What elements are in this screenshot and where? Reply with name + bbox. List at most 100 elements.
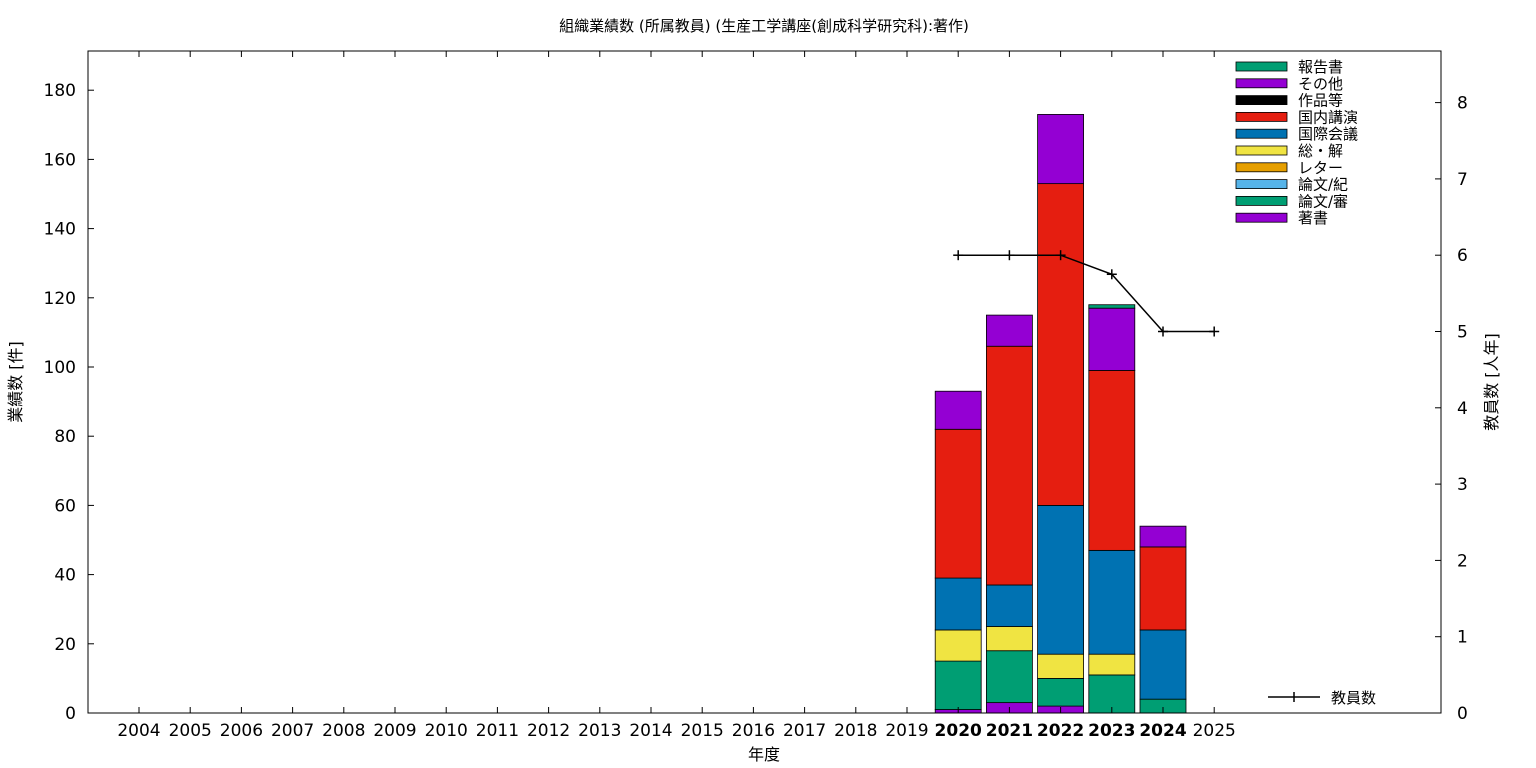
x-tick-label: 2010 xyxy=(425,721,468,741)
line-legend: 教員数 xyxy=(1268,689,1376,707)
y-tick-label: 140 xyxy=(44,220,76,240)
y2-tick-label: 7 xyxy=(1457,170,1468,190)
chart-title: 組織業績数 (所属教員) (生産工学講座(創成科学研究科):著作) xyxy=(559,17,969,35)
bar-segment xyxy=(934,577,982,631)
legend-label: 総・解 xyxy=(1298,142,1343,160)
legend-label: レター xyxy=(1298,159,1343,177)
y-tick-label: 0 xyxy=(65,704,76,724)
y-tick-label: 40 xyxy=(54,566,76,586)
bar-segment xyxy=(1139,629,1187,700)
x-tick-label: 2015 xyxy=(681,721,724,741)
bar-segment xyxy=(934,660,982,710)
legend-item: 著書 xyxy=(1235,209,1328,227)
legend-label: その他 xyxy=(1298,75,1343,93)
y2-tick-label: 0 xyxy=(1457,704,1468,724)
legend-label: 論文/審 xyxy=(1298,192,1348,210)
legend-swatch xyxy=(1235,128,1288,139)
x-axis: 2004 2005 2006 2007 2008 2009 2010 2011 2012 2013… xyxy=(117,51,1236,741)
x-tick-label: 2012 xyxy=(527,721,570,741)
legend-item: その他 xyxy=(1235,75,1343,93)
bar-segment xyxy=(986,626,1033,652)
faculty-point xyxy=(1055,250,1066,261)
legend-swatch xyxy=(1235,195,1288,206)
x-tick-label: 2022 xyxy=(1037,721,1084,741)
bar-segment xyxy=(986,345,1033,586)
y-tick-label: 60 xyxy=(54,496,76,516)
legend-swatch xyxy=(1235,61,1288,72)
y-tick-label: 100 xyxy=(44,358,76,378)
legend-item: 論文/紀 xyxy=(1235,176,1348,194)
x-tick-label: 2020 xyxy=(935,721,982,741)
bar-segment xyxy=(934,390,982,430)
legend-item: 論文/審 xyxy=(1235,192,1348,210)
x-tick-label: 2023 xyxy=(1088,721,1135,741)
legend-item: 総・解 xyxy=(1235,142,1343,160)
y-tick-label: 80 xyxy=(54,427,76,447)
bar-segment xyxy=(1088,307,1136,371)
bar-segment xyxy=(1139,546,1187,631)
x-tick-label: 2024 xyxy=(1139,721,1186,741)
y-tick-label: 160 xyxy=(44,150,76,170)
legend-item: 報告書 xyxy=(1235,58,1343,76)
legend-item: レター xyxy=(1235,159,1343,177)
legend-item: 作品等 xyxy=(1235,92,1343,110)
legend-label: 国際会議 xyxy=(1298,125,1358,143)
y-tick-label: 180 xyxy=(44,81,76,101)
bar-segment xyxy=(934,428,982,579)
x-tick-label: 2025 xyxy=(1193,721,1236,741)
faculty-point xyxy=(1106,269,1117,280)
y-axis-label: 業績数 [件] xyxy=(6,341,25,423)
bar-segment xyxy=(986,314,1033,347)
x-tick-label: 2006 xyxy=(220,721,263,741)
faculty-point xyxy=(1158,326,1168,337)
y2-tick-label: 4 xyxy=(1457,399,1468,419)
bar-segment xyxy=(1088,653,1136,676)
legend-label: 作品等 xyxy=(1298,92,1343,110)
x-axis-label: 年度 xyxy=(748,745,780,764)
bar-segment xyxy=(1139,525,1187,548)
legend-label: 報告書 xyxy=(1298,58,1343,76)
bar-segment xyxy=(1037,678,1084,707)
legend-swatch xyxy=(1235,162,1288,173)
x-tick-label: 2013 xyxy=(578,721,621,741)
bars-group xyxy=(934,114,1187,714)
legend-label: 論文/紀 xyxy=(1298,176,1348,194)
faculty-point xyxy=(1209,326,1220,337)
y2-tick-label: 8 xyxy=(1457,94,1468,114)
bar-segment xyxy=(934,629,982,662)
x-tick-label: 2009 xyxy=(373,721,416,741)
bar-segment xyxy=(986,650,1033,704)
legend-label: 著書 xyxy=(1298,209,1328,227)
x-tick-label: 2007 xyxy=(271,721,314,741)
plot-frame xyxy=(87,50,1442,714)
x-tick-label: 2016 xyxy=(732,721,775,741)
faculty-line xyxy=(958,254,1215,333)
bar-segment xyxy=(1088,304,1136,309)
legend-swatch xyxy=(1235,179,1288,190)
bar-segment xyxy=(1088,549,1136,655)
bar-segment xyxy=(1037,504,1084,655)
y2-tick-label: 5 xyxy=(1457,323,1468,343)
x-tick-label: 2011 xyxy=(476,721,519,741)
bar-segment xyxy=(1088,370,1136,551)
y2-axis: 0 1 2 3 4 5 6 7 8 xyxy=(1435,94,1468,724)
y-tick-label: 20 xyxy=(54,635,76,655)
faculty-line-group xyxy=(953,250,1220,337)
legend-swatch xyxy=(1235,95,1288,105)
legend-item: 国際会議 xyxy=(1235,125,1358,143)
legend-label: 国内講演 xyxy=(1298,108,1358,126)
legend-swatch xyxy=(1235,212,1288,223)
x-tick-label: 2008 xyxy=(322,721,365,741)
bar-segment xyxy=(986,584,1033,627)
line-legend-label: 教員数 xyxy=(1331,689,1376,707)
legend-swatch xyxy=(1235,78,1288,89)
legend-item: 国内講演 xyxy=(1235,108,1358,126)
legend-swatch xyxy=(1235,145,1288,156)
x-tick-label: 2018 xyxy=(834,721,877,741)
y-axis: 0 20 40 60 80 100 120 140 160 180 xyxy=(44,81,94,724)
y2-axis-label: 教員数 [人年] xyxy=(1482,333,1501,431)
y2-tick-label: 1 xyxy=(1457,628,1468,648)
x-tick-label: 2005 xyxy=(169,721,212,741)
